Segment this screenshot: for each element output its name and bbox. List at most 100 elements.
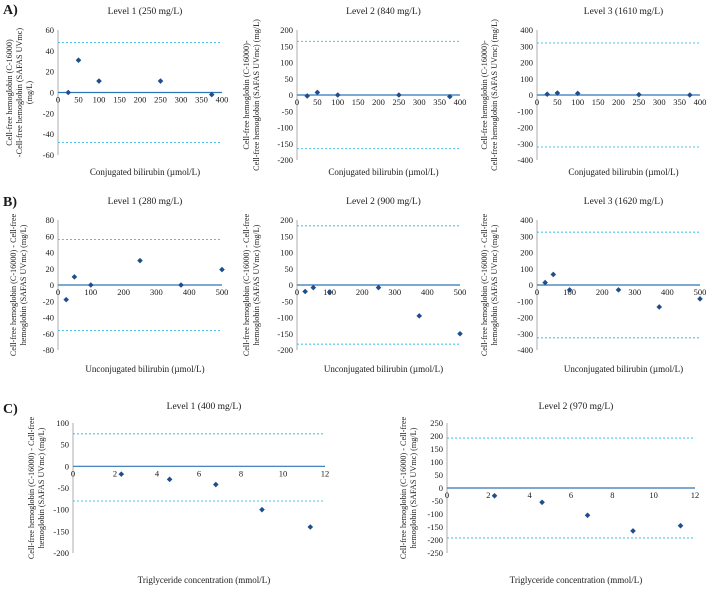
data-point: [656, 304, 663, 310]
x-tick-label: 200: [612, 97, 625, 107]
data-point: [615, 287, 622, 293]
y-tick-label: 250: [430, 418, 443, 428]
data-point: [75, 57, 82, 64]
x-tick-label: 0: [535, 287, 539, 297]
chart-title: Level 1 (280 mg/L): [108, 196, 183, 207]
y-tick-label: 100: [280, 248, 293, 258]
x-axis-label: Conjugated bilirubin (µmol/L): [328, 167, 438, 177]
y-tick-label: -200: [517, 313, 533, 323]
x-tick-label: 400: [216, 95, 229, 105]
y-axis-label: (mg/L): [25, 81, 34, 104]
chart-a-level-3: Level 3 (1610 mg/L)4003002001000-100-200…: [480, 6, 706, 177]
data-point: [447, 93, 453, 100]
y-tick-label: 200: [430, 431, 443, 441]
y-axis-label: hemoglobin (SAFAS UVmc) (mg/L): [19, 224, 28, 345]
y-axis-label: Cell-free hemoglobin (C-16000) - Cell-fr…: [9, 213, 18, 356]
x-tick-label: 150: [113, 95, 126, 105]
data-point: [302, 288, 308, 295]
x-tick-label: 8: [610, 490, 614, 500]
x-tick-label: 500: [216, 287, 229, 297]
y-tick-label: -100: [277, 123, 293, 133]
chart-c-level-2: Level 2 (970 mg/L)250200150100500-50-100…: [399, 401, 699, 585]
data-point: [491, 493, 498, 499]
y-tick-label: 60: [46, 231, 55, 241]
y-axis-label: hemoglobin (SAFAS UVmc) (mg/L): [37, 427, 46, 548]
data-point: [542, 279, 548, 286]
chart-a-level-2: Level 2 (840 mg/L)200150100500-50-100-15…: [242, 6, 466, 177]
data-point: [566, 287, 573, 293]
x-axis-label: Triglyceride concentration (mmol/L): [138, 575, 271, 585]
y-tick-label: -200: [427, 535, 443, 545]
y-tick-label: -50: [58, 483, 69, 493]
y-tick-label: 100: [430, 457, 443, 467]
y-tick-label: -40: [43, 313, 54, 323]
x-tick-label: 0: [295, 97, 299, 107]
section-label-c: C): [3, 402, 18, 417]
x-tick-label: 50: [313, 97, 322, 107]
y-tick-label: 20: [46, 67, 55, 77]
x-axis-label: Unconjugated bilirubin (µmol/L): [564, 364, 683, 374]
y-axis-label: Cell-free hemoglobin (C-16000) - Cell-fr…: [242, 213, 251, 356]
data-point: [259, 506, 265, 513]
x-tick-label: 500: [694, 287, 707, 297]
y-tick-label: 50: [435, 470, 444, 480]
data-point: [65, 89, 72, 96]
x-tick-label: 6: [569, 490, 573, 500]
y-tick-label: -80: [43, 345, 54, 355]
data-point: [178, 282, 184, 288]
y-tick-label: -60: [43, 150, 54, 160]
y-axis-label: Cell-free hemoglobin (SAFAS UVmc) (mg/L): [252, 19, 261, 171]
y-axis-label: -Cell-free hemoglobin (SAFAS UVmc): [15, 28, 24, 158]
y-tick-label: 200: [280, 215, 293, 225]
y-tick-label: 200: [520, 58, 533, 68]
data-point: [584, 512, 591, 519]
section-label-b: B): [3, 195, 17, 210]
y-axis-label: Cell-free hemoglobin (C-16000): [5, 39, 14, 146]
data-point: [166, 476, 173, 483]
y-axis-label: hemoglobin (SAFAS UVmc) (mg/L): [409, 427, 418, 548]
x-tick-label: 10: [649, 490, 658, 500]
y-tick-label: 200: [280, 25, 293, 35]
y-axis-label: Cell-free hemoglobin (C-16000)-: [480, 40, 489, 149]
x-tick-label: 100: [84, 287, 97, 297]
chart-title: Level 2 (900 mg/L): [346, 196, 421, 207]
y-tick-label: 300: [520, 231, 533, 241]
x-tick-label: 12: [691, 490, 700, 500]
x-tick-label: 350: [195, 95, 208, 105]
y-tick-label: 0: [65, 461, 69, 471]
y-tick-label: -400: [517, 345, 533, 355]
y-tick-label: -150: [277, 139, 293, 149]
x-axis-label: Unconjugated bilirubin (µmol/L): [85, 364, 204, 374]
x-tick-label: 0: [535, 97, 539, 107]
y-tick-label: 0: [289, 90, 293, 100]
data-point: [63, 296, 69, 303]
x-tick-label: 250: [154, 95, 167, 105]
y-axis-label: Cell-free hemoglobin (SAFAS UVmc) (mg/L): [490, 19, 499, 171]
y-tick-label: 100: [520, 264, 533, 274]
x-tick-label: 150: [352, 97, 365, 107]
x-axis-label: Triglyceride concentration (mmol/L): [510, 575, 643, 585]
y-tick-label: -40: [43, 129, 54, 139]
data-point: [396, 92, 402, 98]
data-point: [544, 91, 550, 97]
y-tick-label: 0: [439, 483, 443, 493]
x-tick-label: 10: [279, 468, 288, 478]
y-tick-label: -60: [43, 329, 54, 339]
chart-b-level-3: Level 3 (1620 mg/L)4003002001000-100-200…: [480, 196, 706, 374]
x-tick-label: 400: [454, 97, 467, 107]
y-tick-label: 80: [46, 215, 55, 225]
y-tick-label: -50: [282, 296, 293, 306]
y-tick-label: 100: [280, 58, 293, 68]
y-tick-label: 0: [529, 280, 533, 290]
x-tick-label: 100: [331, 97, 344, 107]
data-point: [137, 257, 143, 264]
y-tick-label: 60: [46, 25, 55, 35]
data-point: [697, 296, 703, 302]
data-point: [539, 499, 545, 506]
data-point: [304, 93, 310, 99]
y-tick-label: 40: [46, 46, 55, 56]
x-tick-label: 400: [661, 287, 674, 297]
data-point: [574, 90, 581, 97]
